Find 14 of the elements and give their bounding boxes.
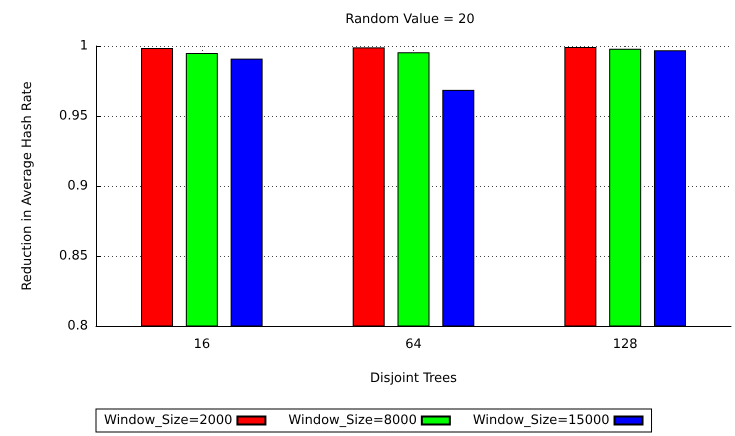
legend-label: Window_Size=2000	[104, 413, 232, 428]
x-tick-label: 64	[405, 337, 422, 352]
legend-label: Window_Size=15000	[472, 413, 610, 428]
y-tick-label: 0.95	[59, 108, 88, 124]
y-tick-label: 0.85	[59, 248, 88, 264]
y-axis-title: Reduction in Average Hash Rate	[20, 81, 35, 291]
x-axis-title: Disjoint Trees	[370, 371, 458, 386]
legend-label: Window_Size=8000	[288, 413, 417, 428]
chart-title: Random Value = 20	[345, 12, 475, 27]
x-tick-label: 16	[194, 337, 210, 352]
y-tick-label: 0.9	[67, 178, 88, 194]
x-tick-label: 128	[612, 337, 638, 352]
y-tick-label: 0.8	[67, 318, 88, 334]
y-tick-label: 1	[80, 38, 88, 54]
